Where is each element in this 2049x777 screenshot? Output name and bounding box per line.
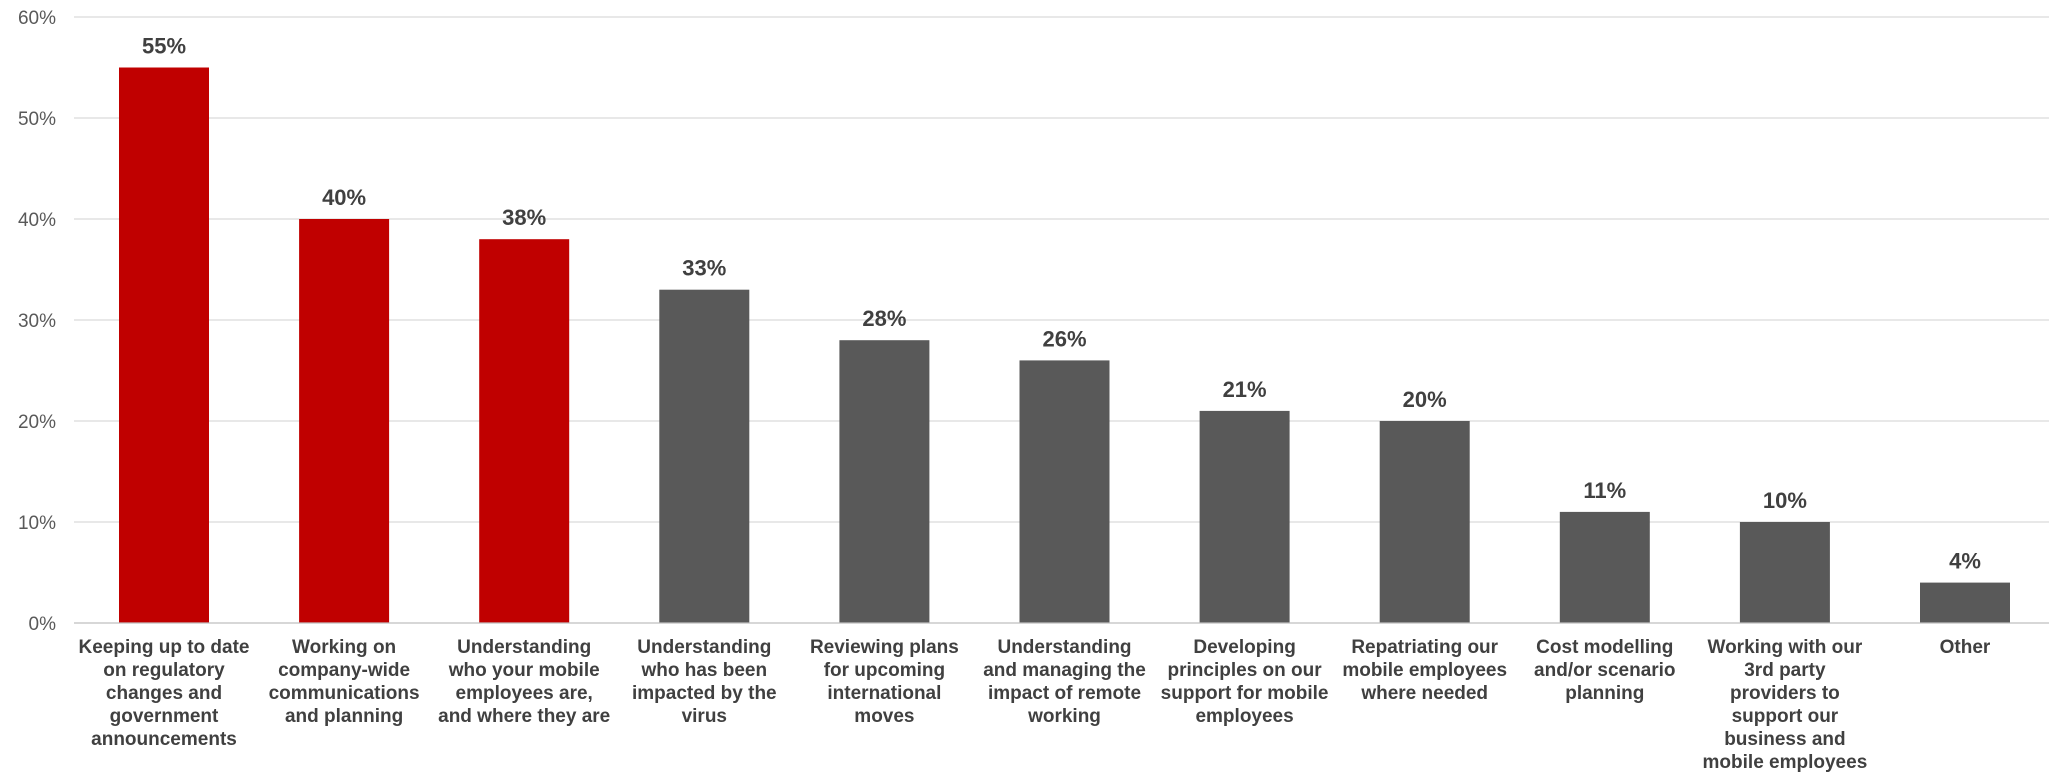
category-label: Cost modelling and/or scenario planning xyxy=(1534,637,1676,704)
data-label: 20% xyxy=(1403,387,1447,412)
bar xyxy=(1559,511,1650,623)
bar xyxy=(1739,522,1830,623)
y-tick-label: 20% xyxy=(18,412,56,433)
category-label: Keeping up to date on regulatory changes a… xyxy=(79,637,250,750)
bar xyxy=(1019,360,1110,623)
category-label: Working on company-wide communications and … xyxy=(269,637,420,727)
data-label: 21% xyxy=(1223,377,1267,402)
data-label: 10% xyxy=(1763,488,1807,513)
bar xyxy=(659,289,750,623)
data-label: 33% xyxy=(682,256,726,281)
category-label: Understanding who your mobile employees ar… xyxy=(438,637,610,727)
bar xyxy=(1379,421,1470,623)
bar xyxy=(839,340,930,623)
category-label: Repatriating our mobile employees where ne… xyxy=(1342,637,1507,704)
category-label: Reviewing plans for upcoming international… xyxy=(810,637,959,727)
y-tick-label: 0% xyxy=(29,614,57,635)
data-labels: 55% 40% 38% 33% 28% 26% 21% 20% 11% 10% 4% xyxy=(142,34,1981,574)
bar xyxy=(299,219,390,623)
data-label: 40% xyxy=(322,185,366,210)
category-label: Understanding who has been impacted by the… xyxy=(632,637,777,727)
data-label: 11% xyxy=(1583,478,1626,503)
category-label: Other xyxy=(1940,637,1991,658)
bar xyxy=(479,239,570,623)
y-tick-label: 30% xyxy=(18,311,56,332)
data-label: 55% xyxy=(142,34,186,59)
data-label: 26% xyxy=(1042,326,1086,351)
gridlines xyxy=(74,16,2049,523)
y-tick-label: 40% xyxy=(18,210,56,231)
y-tick-label: 10% xyxy=(18,513,56,534)
bar xyxy=(119,67,209,623)
category-label: Understanding and managing the impact of r… xyxy=(983,637,1146,727)
y-tick-label: 60% xyxy=(18,8,56,29)
data-label: 28% xyxy=(862,306,906,331)
data-label: 4% xyxy=(1949,549,1981,574)
data-label: 38% xyxy=(502,205,546,230)
category-label: Working with our 3rd party providers to sup… xyxy=(1703,637,1868,773)
category-label: Developing principles on our support for m… xyxy=(1161,637,1329,727)
bar xyxy=(1199,410,1290,623)
category-labels: Keeping up to date on regulatory changes a… xyxy=(79,637,1991,773)
bar xyxy=(1920,582,2010,623)
y-axis-tick-labels: 0% 10% 20% 30% 40% 50% 60% xyxy=(18,8,56,635)
y-tick-label: 50% xyxy=(18,109,56,130)
bars xyxy=(119,67,2010,623)
